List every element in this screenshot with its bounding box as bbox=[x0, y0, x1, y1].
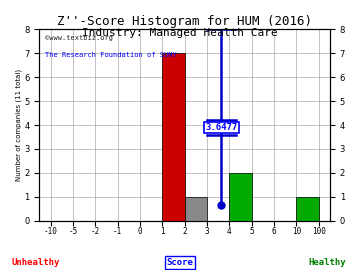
Bar bbox=[229, 173, 252, 221]
Text: The Research Foundation of SUNY: The Research Foundation of SUNY bbox=[45, 52, 177, 58]
Text: Score: Score bbox=[167, 258, 193, 267]
Bar bbox=[185, 197, 207, 221]
Text: ©www.textbiz.org: ©www.textbiz.org bbox=[45, 35, 113, 41]
Text: Industry: Managed Health Care: Industry: Managed Health Care bbox=[82, 28, 278, 38]
Bar bbox=[162, 53, 185, 221]
Bar bbox=[296, 197, 319, 221]
Y-axis label: Number of companies (11 total): Number of companies (11 total) bbox=[15, 69, 22, 181]
Text: Unhealthy: Unhealthy bbox=[12, 258, 60, 267]
Title: Z''-Score Histogram for HUM (2016): Z''-Score Histogram for HUM (2016) bbox=[57, 15, 312, 28]
Text: 3.6477: 3.6477 bbox=[205, 123, 238, 132]
Text: Healthy: Healthy bbox=[309, 258, 346, 267]
